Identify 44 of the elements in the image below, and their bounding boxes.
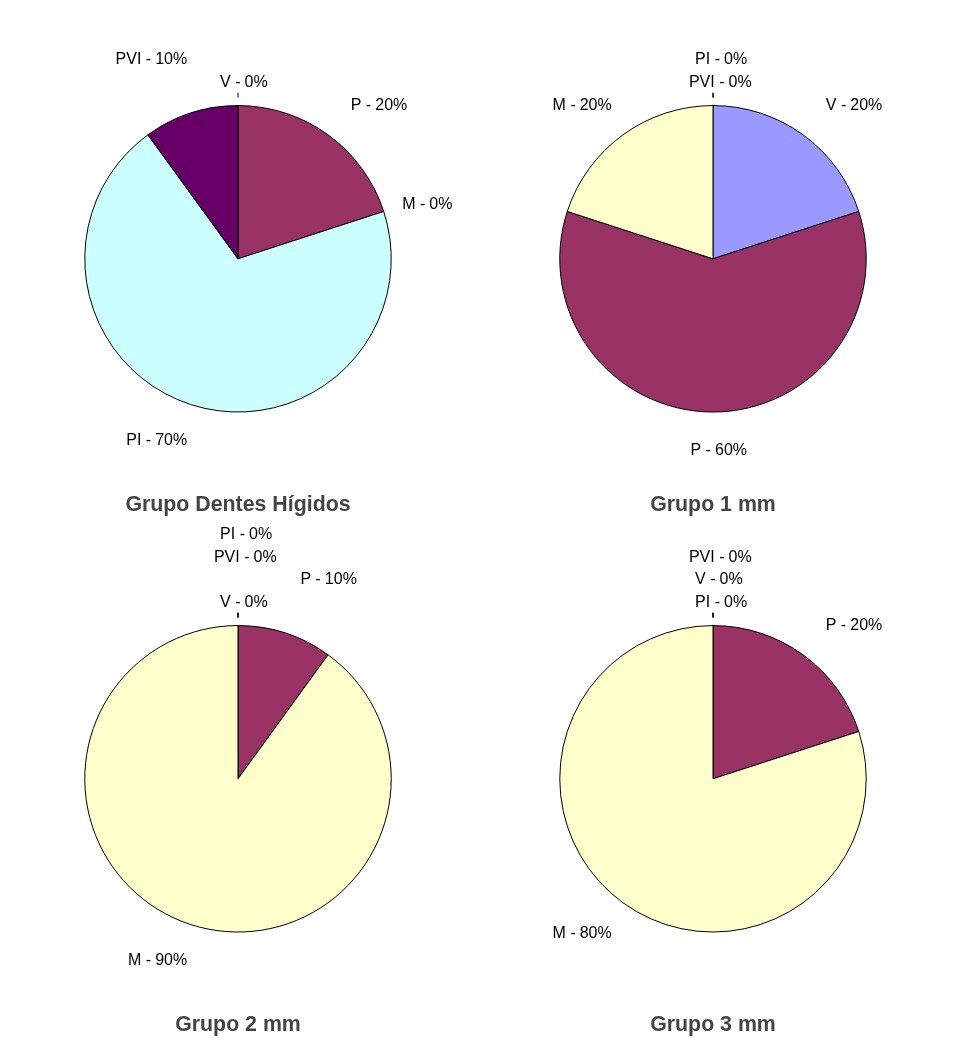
slice-label: M - [552,96,576,114]
category-label: PVI - [688,72,725,90]
text: 0% [728,547,752,565]
category-label: PI - [695,592,720,610]
text: 0% [249,525,273,543]
data-label: 20% [850,616,883,634]
text: 0% [244,592,268,610]
data-label: 90% [155,951,188,969]
slice-label: P - [825,616,846,634]
text: Grupo 2 mm [175,1011,301,1036]
data-label: 80% [579,924,612,942]
category-label: PI - [695,50,720,68]
data-label: 70% [155,431,188,449]
slice-label: M - [552,924,576,942]
text: 0% [253,547,277,565]
slice-label: P - [350,96,371,114]
slice-label: P - [690,440,711,458]
data-label: 60% [715,440,748,458]
category-label: V - [220,72,241,90]
slice-label: V - [825,96,847,114]
text: 0% [724,592,748,610]
text: Grupo Dentes Hígidos [125,491,351,516]
slice-label: M - [128,951,152,969]
text: Grupo 3 mm [650,1011,776,1036]
data-label: 20% [375,96,408,114]
slice-label: PI - [126,431,152,449]
category-label: V - [695,570,716,588]
category-label: PVI - [213,547,250,565]
category-label: PVI - [688,547,725,565]
category-label: PI - [220,525,245,543]
slice-label: PVI - [115,50,152,68]
category-label: M - [402,195,426,213]
data-label: 10% [155,50,188,68]
text: 0% [429,195,453,213]
text: 0% [719,570,743,588]
text: 0% [244,72,268,90]
data-label: 20% [579,96,612,114]
slice-label: P - [300,570,321,588]
text: 0% [724,50,748,68]
data-label: 10% [324,570,357,588]
text: Grupo 1 mm [650,491,776,516]
category-label: V - [220,592,241,610]
data-label: 20% [850,96,883,114]
text: 0% [728,72,752,90]
